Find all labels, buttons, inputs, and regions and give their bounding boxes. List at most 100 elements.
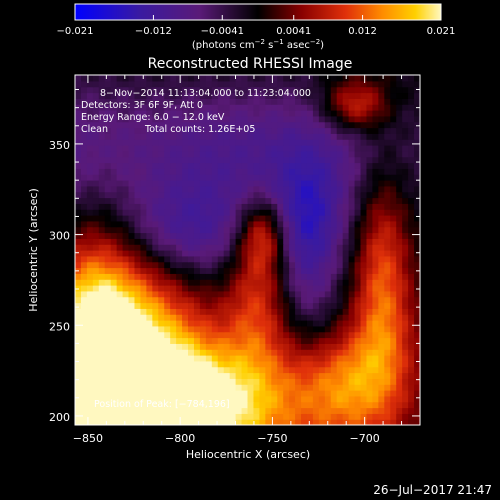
- heatmap-cell: [86, 127, 94, 134]
- heatmap-cell: [205, 337, 213, 344]
- heatmap-cell: [182, 238, 189, 245]
- heatmap-cell: [259, 191, 266, 199]
- heatmap-cell: [140, 121, 147, 129]
- heatmap-cell: [140, 215, 147, 222]
- heatmap-cell: [176, 366, 183, 374]
- heatmap-cell: [158, 104, 165, 111]
- heatmap-cell: [271, 98, 278, 105]
- heatmap-cell: [396, 395, 403, 403]
- heatmap-cell: [336, 104, 344, 111]
- heatmap-cell: [199, 226, 207, 234]
- heatmap-cell: [289, 86, 296, 94]
- heatmap-cell: [122, 203, 130, 210]
- heatmap-cell: [348, 232, 356, 239]
- heatmap-cell: [372, 127, 379, 134]
- heatmap-cell: [354, 115, 362, 123]
- heatmap-cell: [75, 80, 82, 88]
- heatmap-cell: [271, 86, 278, 94]
- heatmap-cell: [158, 407, 165, 414]
- heatmap-cell: [312, 92, 320, 99]
- heatmap-cell: [199, 308, 207, 315]
- heatmap-cell: [217, 238, 225, 245]
- heatmap-cell: [354, 419, 362, 425]
- heatmap-cell: [152, 308, 159, 315]
- heatmap-cell: [116, 191, 124, 199]
- heatmap-cell: [306, 302, 314, 309]
- heatmap-cell: [372, 75, 379, 82]
- heatmap-cell: [271, 215, 278, 222]
- heatmap-cell: [122, 220, 130, 228]
- heatmap-cell: [366, 337, 374, 344]
- heatmap-cell: [271, 255, 278, 263]
- heatmap-cell: [199, 320, 207, 327]
- heatmap-cell: [360, 168, 368, 175]
- heatmap-cell: [342, 110, 350, 117]
- heatmap-cell: [271, 296, 278, 304]
- heatmap-cell: [312, 180, 320, 187]
- heatmap-cell: [188, 384, 195, 391]
- heatmap-cell: [140, 390, 147, 397]
- heatmap-cell: [390, 308, 397, 315]
- heatmap-cell: [312, 325, 320, 333]
- heatmap-cell: [75, 390, 82, 397]
- heatmap-cell: [217, 86, 225, 94]
- x-tick-label: −700: [350, 432, 380, 445]
- heatmap-cell: [223, 185, 231, 193]
- heatmap-cell: [193, 139, 201, 146]
- heatmap-cell: [134, 220, 142, 228]
- heatmap-cell: [414, 209, 420, 216]
- heatmap-cell: [193, 401, 201, 409]
- heatmap-cell: [265, 215, 272, 222]
- heatmap-cell: [253, 145, 260, 152]
- heatmap-cell: [414, 273, 420, 280]
- heatmap-cell: [336, 395, 344, 403]
- heatmap-cell: [336, 75, 344, 82]
- heatmap-cell: [336, 92, 344, 99]
- heatmap-cell: [378, 261, 385, 269]
- heatmap-cell: [306, 395, 314, 403]
- heatmap-cell: [408, 366, 415, 374]
- heatmap-cell: [146, 115, 153, 123]
- heatmap-cell: [312, 255, 320, 263]
- heatmap-cell: [295, 86, 302, 94]
- heatmap-cell: [342, 150, 350, 158]
- heatmap-cell: [104, 273, 112, 280]
- heatmap-cell: [390, 337, 397, 344]
- heatmap-cell: [98, 372, 106, 379]
- heatmap-cell: [289, 226, 296, 234]
- heatmap-cell: [80, 413, 88, 420]
- heatmap-cell: [372, 232, 379, 239]
- heatmap-cell: [80, 349, 88, 356]
- heatmap-cell: [205, 279, 213, 286]
- heatmap-cell: [182, 104, 189, 111]
- heatmap-cell: [75, 197, 82, 204]
- heatmap-cell: [414, 110, 420, 117]
- heatmap-cell: [330, 215, 338, 222]
- heatmap-cell: [265, 296, 272, 304]
- heatmap-cell: [390, 127, 397, 134]
- heatmap-cell: [318, 349, 326, 356]
- heatmap-cell: [360, 314, 368, 321]
- heatmap-cell: [265, 378, 272, 385]
- heatmap-cell: [372, 302, 379, 309]
- heatmap-cell: [408, 314, 415, 321]
- heatmap-cell: [80, 279, 88, 286]
- heatmap-cell: [378, 273, 385, 280]
- heatmap-cell: [324, 255, 332, 263]
- heatmap-cell: [164, 150, 171, 158]
- heatmap-cell: [324, 98, 332, 105]
- heatmap-cell: [384, 419, 391, 425]
- heatmap-cell: [164, 104, 171, 111]
- heatmap-cell: [188, 343, 195, 350]
- heatmap-cell: [116, 98, 124, 105]
- heatmap-cell: [134, 320, 142, 327]
- heatmap-cell: [318, 110, 326, 117]
- heatmap-cell: [289, 115, 296, 123]
- heatmap-cell: [164, 250, 171, 257]
- heatmap-cell: [348, 349, 356, 356]
- heatmap-cell: [128, 127, 136, 134]
- heatmap-cell: [92, 279, 100, 286]
- heatmap-cell: [253, 390, 260, 397]
- heatmap-cell: [92, 238, 100, 245]
- heatmap-cell: [324, 145, 332, 152]
